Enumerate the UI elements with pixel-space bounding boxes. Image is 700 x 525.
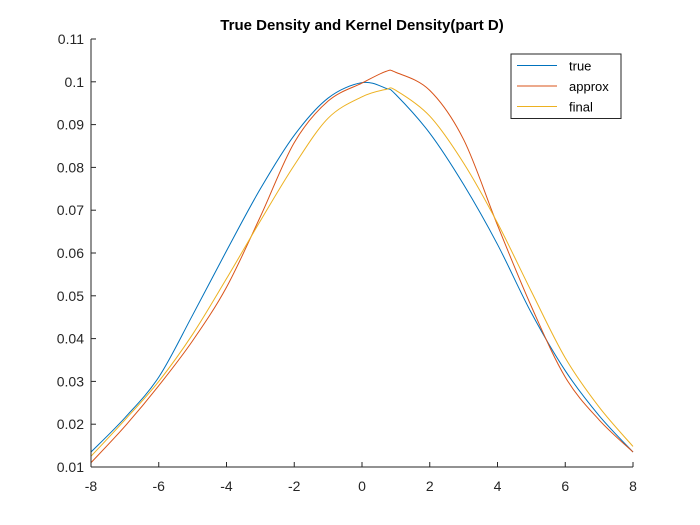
y-tick-label: 0.01 <box>57 459 84 475</box>
x-tick-label: 2 <box>426 478 434 494</box>
chart-title: True Density and Kernel Density(part D) <box>220 17 503 34</box>
x-tick-label: 0 <box>358 478 366 494</box>
series-layer <box>90 69 634 464</box>
series-line-approx <box>90 69 634 464</box>
legend-label-approx: approx <box>569 79 609 94</box>
x-tick-label: -8 <box>85 478 98 494</box>
x-tick-label: -4 <box>220 478 233 494</box>
y-tick-label: 0.11 <box>58 31 84 47</box>
legend: true approx final <box>510 53 622 119</box>
x-tick-label: -6 <box>153 478 166 494</box>
y-tick-label: 0.05 <box>57 288 84 304</box>
x-axis: -8 -6 -4 -2 0 2 4 6 8 <box>85 462 637 494</box>
x-tick-label: 4 <box>494 478 502 494</box>
y-tick-label: 0.09 <box>57 117 84 133</box>
y-tick-label: 0.03 <box>57 373 84 389</box>
legend-label-true: true <box>569 59 591 74</box>
y-tick-label: 0.08 <box>57 159 84 175</box>
y-axis: 0.01 0.02 0.03 0.04 0.05 0.06 0.07 0.08 0.09 0.1 0… <box>57 31 96 475</box>
series-line-final <box>90 87 634 457</box>
legend-label-final: final <box>569 100 593 115</box>
x-tick-label: 8 <box>629 478 637 494</box>
y-tick-label: 0.07 <box>57 202 84 218</box>
y-tick-label: 0.06 <box>57 245 84 261</box>
axes-lines <box>90 39 633 468</box>
y-tick-label: 0.1 <box>65 74 85 90</box>
x-tick-label: -2 <box>288 478 301 494</box>
y-tick-label: 0.02 <box>57 416 84 432</box>
y-tick-label: 0.04 <box>57 331 84 347</box>
x-tick-label: 6 <box>561 478 569 494</box>
series-line-true <box>90 81 634 453</box>
